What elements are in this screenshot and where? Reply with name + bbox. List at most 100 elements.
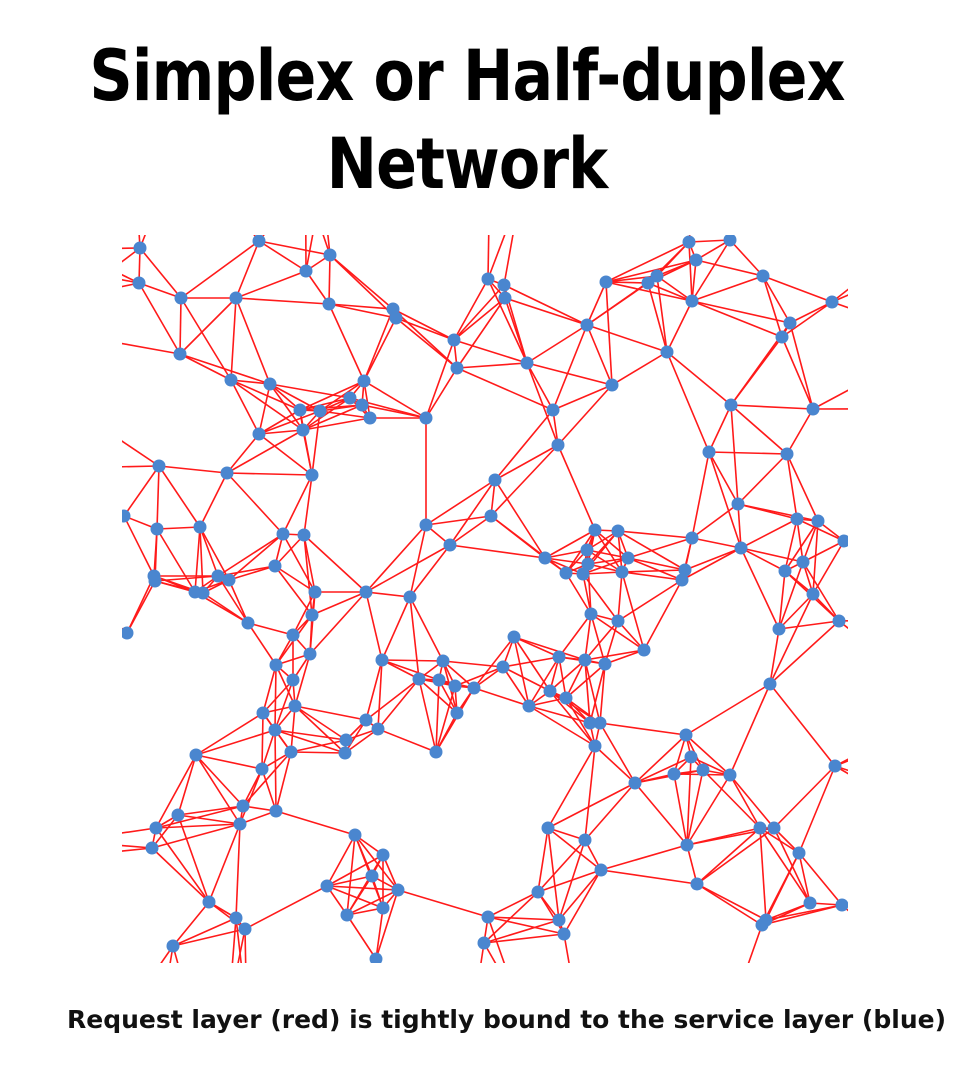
service-node xyxy=(443,538,457,552)
request-link xyxy=(228,565,276,581)
request-link xyxy=(798,852,811,904)
request-link xyxy=(138,282,181,355)
request-link xyxy=(831,288,848,303)
request-link xyxy=(526,324,588,364)
request-link xyxy=(684,547,742,571)
request-link xyxy=(547,782,636,829)
request-link xyxy=(552,384,613,411)
request-link xyxy=(155,823,241,829)
request-link xyxy=(587,557,629,565)
service-node xyxy=(507,630,521,644)
request-link xyxy=(528,656,560,707)
request-link xyxy=(487,235,506,280)
request-link xyxy=(796,518,804,563)
service-node xyxy=(148,574,162,588)
service-node xyxy=(229,911,243,925)
request-link xyxy=(729,774,761,829)
request-link xyxy=(582,571,623,575)
request-link xyxy=(418,678,437,753)
service-node xyxy=(541,821,555,835)
service-node xyxy=(348,828,362,842)
service-node xyxy=(339,733,353,747)
service-node xyxy=(174,291,188,305)
request-link xyxy=(594,745,636,784)
request-link xyxy=(547,827,602,871)
service-node xyxy=(371,722,385,736)
request-link xyxy=(691,451,710,539)
request-link xyxy=(235,270,307,299)
request-link xyxy=(730,404,739,505)
service-node xyxy=(522,699,536,713)
service-node xyxy=(252,235,266,248)
request-link xyxy=(621,569,686,573)
request-link xyxy=(122,273,140,284)
request-link xyxy=(274,729,346,754)
request-link xyxy=(617,579,683,622)
request-link xyxy=(590,613,645,651)
request-link xyxy=(363,308,394,382)
request-link xyxy=(305,235,314,272)
request-link xyxy=(627,537,693,559)
service-node xyxy=(557,927,571,941)
request-link xyxy=(691,275,764,302)
service-node xyxy=(559,566,573,580)
request-link xyxy=(473,687,530,707)
request-link xyxy=(299,397,351,411)
request-link xyxy=(584,613,592,661)
service-node xyxy=(497,278,511,292)
request-link xyxy=(480,942,485,963)
request-link xyxy=(449,544,546,559)
service-node xyxy=(419,411,433,425)
request-link xyxy=(778,593,814,630)
service-node xyxy=(196,586,210,600)
request-link xyxy=(666,300,693,353)
diagram-caption: Request layer (red) is tightly bound to … xyxy=(67,1005,947,1034)
request-link xyxy=(172,917,237,947)
request-link xyxy=(773,765,836,829)
request-link xyxy=(346,914,377,960)
service-node xyxy=(412,672,426,686)
service-node xyxy=(359,713,373,727)
request-link xyxy=(442,660,475,689)
request-link xyxy=(299,409,313,476)
request-link xyxy=(326,885,384,909)
request-link xyxy=(425,367,458,419)
service-node xyxy=(276,527,290,541)
service-node xyxy=(220,466,234,480)
request-link xyxy=(599,722,687,736)
request-link xyxy=(483,942,497,963)
request-link xyxy=(305,270,330,305)
request-link xyxy=(691,259,697,302)
request-link xyxy=(691,503,739,539)
request-link xyxy=(177,814,241,825)
request-link xyxy=(483,933,565,944)
request-link xyxy=(151,814,179,849)
service-node xyxy=(150,522,164,536)
request-link xyxy=(346,875,373,916)
request-link xyxy=(258,240,331,256)
service-node xyxy=(450,361,464,375)
request-link xyxy=(328,303,394,310)
request-link xyxy=(244,885,328,930)
service-node xyxy=(675,573,689,587)
service-node xyxy=(628,776,642,790)
request-link xyxy=(126,580,156,634)
request-link xyxy=(435,679,440,753)
request-link xyxy=(275,810,356,836)
request-link xyxy=(487,235,490,280)
request-link xyxy=(381,596,411,661)
service-node xyxy=(767,821,781,835)
request-link xyxy=(365,544,451,593)
request-link xyxy=(549,690,596,747)
request-link xyxy=(122,247,141,250)
request-link xyxy=(537,869,602,893)
request-link xyxy=(158,465,201,528)
request-link xyxy=(195,729,276,756)
request-link xyxy=(688,241,693,302)
request-link xyxy=(329,254,397,319)
request-link xyxy=(122,465,160,468)
service-node xyxy=(684,750,698,764)
request-link xyxy=(274,664,277,731)
request-link xyxy=(228,579,249,624)
request-link xyxy=(155,827,210,903)
